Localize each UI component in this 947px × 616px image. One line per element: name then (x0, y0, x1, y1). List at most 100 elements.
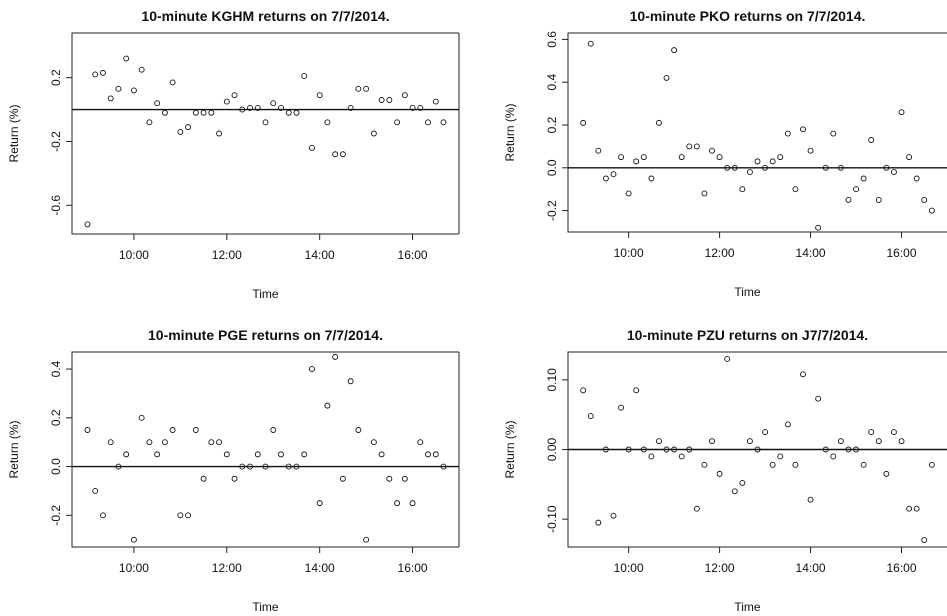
data-point (84, 221, 91, 228)
data-point (618, 404, 625, 411)
data-point (853, 446, 859, 453)
data-point (875, 196, 882, 203)
data-point (845, 196, 852, 203)
data-point (860, 461, 867, 468)
data-point (324, 119, 331, 126)
data-point (316, 500, 323, 507)
plot-frame (567, 32, 947, 233)
data-point (860, 175, 867, 182)
data-point (169, 79, 176, 86)
x-tick-label: 10:00 (119, 561, 149, 575)
data-point (701, 461, 708, 468)
data-point (837, 438, 844, 445)
data-point (200, 109, 207, 116)
data-point (425, 119, 431, 126)
data-point (913, 505, 920, 512)
data-point (301, 73, 308, 80)
data-point (301, 451, 308, 458)
data-point (185, 124, 192, 131)
data-point (807, 147, 814, 154)
data-point (216, 439, 223, 446)
data-point (146, 439, 153, 446)
data-point (308, 366, 315, 373)
data-point (716, 470, 723, 477)
data-point (709, 147, 715, 154)
data-point (602, 175, 609, 182)
data-point (853, 186, 859, 193)
data-point (739, 479, 746, 486)
data-point (610, 171, 617, 178)
data-point (231, 475, 238, 482)
y-tick-label: 0.2 (49, 69, 63, 86)
chart-panel-4: 10-minute PZU returns on J7/7/2014. 10:00… (503, 327, 947, 614)
data-point (115, 85, 122, 92)
chart-title: 10-minute PZU returns on J7/7/2014. (627, 327, 868, 343)
y-tick-label: 0.6 (545, 31, 559, 48)
data-point (278, 105, 284, 111)
data-point (928, 207, 935, 214)
data-point (640, 446, 647, 453)
data-point (378, 451, 385, 458)
x-tick-label: 16:00 (398, 248, 428, 262)
y-tick-label: 0.0 (545, 159, 559, 176)
data-point (216, 130, 223, 137)
data-point (746, 438, 753, 445)
data-point (868, 429, 875, 436)
data-point (769, 158, 776, 165)
y-axis-label: Return (%) (503, 103, 517, 161)
data-point (724, 164, 731, 171)
data-point (777, 154, 784, 161)
x-tick-label: 14:00 (796, 561, 826, 575)
data-point (671, 446, 678, 453)
data-point (370, 439, 377, 446)
y-tick-label: 0.2 (545, 116, 559, 133)
data-point (739, 186, 746, 193)
data-point (254, 451, 261, 458)
data-point (100, 69, 106, 76)
data-point (247, 105, 253, 111)
x-tick-label: 14:00 (796, 246, 826, 260)
data-point (270, 427, 277, 433)
data-point (928, 461, 935, 468)
data-point (432, 451, 439, 458)
y-tick-label: 0.10 (545, 368, 559, 392)
data-point (921, 196, 928, 203)
data-point (161, 109, 168, 116)
data-point (762, 429, 769, 436)
data-point (625, 446, 632, 453)
data-point (254, 105, 261, 111)
plot-frame (71, 32, 459, 235)
data-point (800, 371, 806, 378)
x-axis-label: Time (734, 285, 761, 299)
data-point (115, 463, 122, 470)
data-point (587, 40, 594, 47)
data-point (875, 438, 882, 445)
data-point (425, 451, 431, 458)
data-point (792, 461, 799, 468)
x-tick-label: 16:00 (398, 561, 428, 575)
data-point (262, 463, 269, 470)
data-point (678, 453, 685, 460)
data-point (595, 147, 602, 154)
data-point (762, 164, 769, 171)
data-point (401, 92, 408, 99)
data-point (262, 119, 269, 126)
data-point (830, 453, 837, 460)
data-point (716, 154, 723, 161)
data-point (580, 119, 587, 126)
data-point (417, 105, 424, 111)
data-point (278, 451, 284, 458)
y-tick-label: 0.2 (49, 409, 63, 426)
data-point (868, 137, 875, 143)
data-point (815, 395, 822, 402)
x-axis-label: Time (252, 600, 279, 614)
data-point (223, 451, 230, 458)
data-point (921, 537, 928, 543)
data-point (648, 453, 655, 460)
data-point (138, 66, 145, 73)
data-point (386, 475, 393, 482)
data-point (693, 505, 700, 512)
data-point (656, 438, 662, 445)
data-point (754, 158, 761, 165)
data-point (394, 500, 401, 507)
